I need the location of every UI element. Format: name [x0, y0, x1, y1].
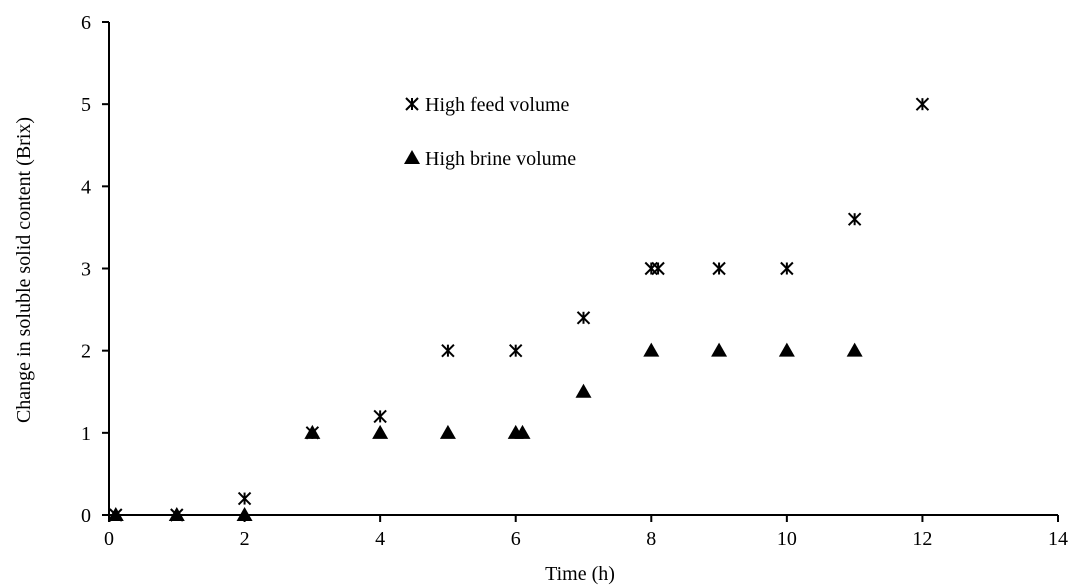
legend-asterisk-icon — [405, 97, 419, 111]
triangle-point — [575, 383, 592, 398]
asterisk-point — [780, 261, 794, 276]
x-tick-label: 14 — [1048, 528, 1068, 550]
asterisk-point — [847, 212, 862, 226]
x-tick-label: 2 — [240, 528, 250, 550]
triangle-point — [711, 342, 728, 357]
asterisk-point — [915, 97, 930, 111]
asterisk-point — [509, 343, 523, 358]
asterisk-point — [373, 409, 387, 424]
legend: High feed volume High brine volume — [404, 94, 576, 170]
x-tick-label: 6 — [511, 528, 521, 550]
y-tick-label: 6 — [81, 12, 91, 34]
triangle-point — [643, 342, 660, 357]
asterisk-point — [576, 311, 591, 325]
x-tick-label: 0 — [104, 528, 114, 550]
y-tick-label: 3 — [81, 259, 91, 281]
triangle-point — [372, 424, 389, 439]
asterisk-point — [651, 261, 665, 276]
triangle-point — [846, 342, 863, 357]
x-tick-label: 10 — [777, 528, 797, 550]
y-tick-label: 4 — [81, 176, 91, 198]
triangle-point — [439, 424, 456, 439]
triangle-point — [236, 507, 253, 521]
x-axis-title: Time (h) — [545, 563, 615, 585]
series-2 — [107, 342, 863, 521]
triangle-point — [168, 507, 185, 521]
y-tick-label: 5 — [81, 94, 91, 116]
axes — [108, 22, 1058, 516]
x-tick-label: 8 — [646, 528, 656, 550]
asterisk-point — [237, 491, 252, 506]
y-tick-label: 0 — [81, 505, 91, 527]
triangle-point — [778, 342, 795, 357]
y-tick-label: 2 — [81, 341, 91, 363]
y-axis-title: Change in soluble solid content (Brix) — [13, 117, 35, 423]
y-tick-label: 1 — [81, 423, 91, 445]
legend-label: High feed volume — [425, 94, 570, 116]
legend-label: High brine volume — [425, 148, 576, 170]
triangle-point — [514, 424, 531, 439]
x-tick-label: 4 — [375, 528, 385, 550]
asterisk-point — [441, 343, 455, 358]
triangle-point — [304, 424, 321, 439]
x-tick-label: 12 — [912, 528, 932, 550]
legend-triangle-icon — [404, 150, 420, 164]
asterisk-point — [712, 261, 726, 276]
asterisk-point — [644, 261, 658, 276]
data-points — [107, 97, 930, 522]
triangle-point — [107, 507, 124, 521]
